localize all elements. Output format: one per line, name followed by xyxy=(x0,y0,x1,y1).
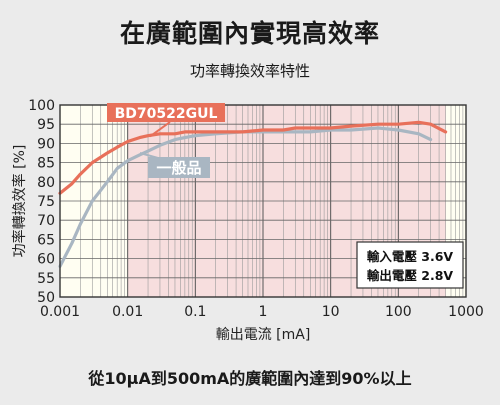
efficiency-chart: 50 55 60 65 70 75 80 85 90 95 100 0.001 0.01 0.1 1 10 10… xyxy=(11,98,484,343)
y-tick-label: 90 xyxy=(37,136,55,152)
x-tick-label: 0.01 xyxy=(112,304,143,320)
y-tick-label: 85 xyxy=(37,156,55,172)
x-tick-label: 10 xyxy=(322,304,340,320)
x-tick-label: 0.1 xyxy=(184,304,206,320)
chart-title: 功率轉換效率特性 xyxy=(189,62,310,80)
y-axis-label: 功率轉換效率 [%] xyxy=(11,145,28,258)
y-tick-label: 70 xyxy=(37,213,55,229)
series-label-1: 一般品 xyxy=(156,159,201,177)
x-tick-label: 0.001 xyxy=(40,304,80,320)
y-tick-label: 100 xyxy=(28,98,55,114)
chart-caption: 從10μA到500mA的廣範圍內達到90%以上 xyxy=(88,369,412,388)
x-tick-label: 100 xyxy=(385,304,412,320)
plot-frame xyxy=(59,104,467,298)
y-tick-label: 50 xyxy=(37,290,55,306)
page-headline: 在廣範圍內實現高效率 xyxy=(119,19,380,48)
y-tick-label: 75 xyxy=(37,194,55,210)
conditions-box xyxy=(356,241,464,289)
x-tick-label: 1000 xyxy=(448,304,484,320)
y-tick-label: 60 xyxy=(37,252,55,268)
condition-line: 輸出電壓 2.8V xyxy=(367,268,453,283)
series-line-1 xyxy=(58,126,433,268)
series-label-0: BD70522GUL xyxy=(115,106,218,122)
condition-line: 輸入電壓 3.6V xyxy=(367,249,453,264)
y-tick-label: 80 xyxy=(37,175,55,191)
y-tick-label: 95 xyxy=(37,117,55,133)
y-tick-label: 65 xyxy=(37,232,55,248)
series-label-leader-0 xyxy=(149,121,171,138)
series-line-0 xyxy=(58,120,448,195)
series-label-box-1 xyxy=(148,157,210,178)
series-label-box-0 xyxy=(107,103,225,122)
x-tick-label: 1 xyxy=(259,304,268,320)
x-axis-label: 輸出電流 [mA] xyxy=(216,327,311,343)
y-tick-label: 55 xyxy=(37,271,55,287)
